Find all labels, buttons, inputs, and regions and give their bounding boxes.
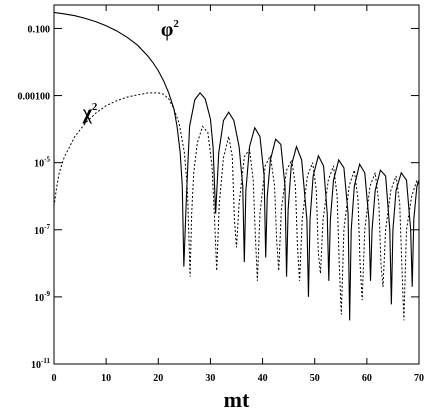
x-tick-label: 70 [414,373,424,384]
y-tick-label: 10-5 [34,156,50,170]
x-tick-label: 20 [153,373,163,384]
y-tick-label: 0.100 [28,24,51,35]
y-tick-label: 10-7 [34,223,50,237]
series-layer [53,11,420,321]
series-annotation: χ2 [82,101,98,124]
y-tick-label: 10-11 [31,357,50,371]
x-tick-label: 50 [310,373,320,384]
y-tick-label: 0.00100 [18,92,51,103]
y-tick-label: 10-9 [34,290,50,304]
x-tick-label: 30 [205,373,215,384]
x-tick-label: 0 [52,373,57,384]
series-line-dotted [53,92,420,321]
tick-layer: 0 10 20 30 40 50 60 70 0.100 0.00100 10-5 10-7 10-9 1… [18,5,424,384]
x-tick-label: 10 [101,373,111,384]
annotation-layer: φ2 χ2 [82,18,180,124]
plot-frame [53,4,420,365]
series-annotation: φ2 [161,18,179,41]
x-tick-label: 40 [258,373,268,384]
series-line-solid [53,11,420,321]
x-tick-label: 60 [362,373,372,384]
x-axis-label: mt [224,387,250,412]
